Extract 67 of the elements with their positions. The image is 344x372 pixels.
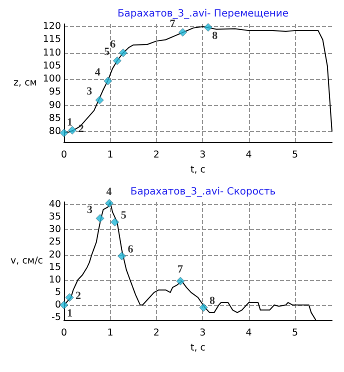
- chart-title: Барахатов_3_.avi- Перемещение: [117, 8, 289, 20]
- x-tick-label: 2: [153, 328, 160, 339]
- annotation: 5: [104, 46, 110, 58]
- point: [105, 199, 114, 208]
- annotation: 1: [67, 308, 72, 320]
- x-tick-label: 5: [292, 328, 298, 339]
- point: [104, 76, 112, 86]
- y-tick-label: 35: [48, 212, 61, 223]
- annotation: 6: [128, 244, 134, 256]
- x-tick-label: 2: [153, 150, 160, 161]
- y-tick-label: 0: [54, 300, 61, 311]
- x-tick-label: 3: [200, 150, 206, 161]
- point: [204, 23, 212, 32]
- y-tick-label: 105: [42, 60, 61, 72]
- point: [95, 96, 104, 104]
- y-tick-label: 115: [42, 34, 61, 46]
- annotation: 3: [86, 86, 93, 98]
- x-tick-label: 4: [246, 328, 252, 339]
- point: [176, 276, 185, 286]
- y-tick-label: 120: [42, 21, 61, 32]
- y-tick-label: 25: [48, 236, 61, 248]
- annotation: 4: [106, 186, 112, 198]
- x-tick-label: 4: [246, 150, 252, 161]
- y-axis-title: v, см/с: [10, 256, 44, 267]
- y-tick-label: 20: [48, 249, 61, 260]
- y-tick-label: 30: [48, 224, 61, 236]
- y-tick-label: 95: [48, 86, 61, 98]
- y-tick-label: 90: [48, 100, 61, 111]
- y-tick-label: 15: [48, 262, 61, 273]
- x-tick-label: 1: [107, 150, 114, 161]
- point: [110, 218, 120, 226]
- chart-title: Барахатов_3_.avi- Скорость: [130, 186, 276, 198]
- point: [199, 303, 208, 312]
- y-axis-title: z, см: [14, 78, 37, 89]
- point: [60, 300, 68, 310]
- point: [68, 126, 77, 135]
- x-axis-title: t, c: [190, 342, 206, 354]
- y-tick-label: 110: [42, 47, 61, 58]
- annotation: 2: [76, 290, 82, 302]
- point: [60, 128, 68, 138]
- x-tick-label: 5: [292, 150, 298, 161]
- point: [65, 293, 74, 302]
- x-tick-label: 3: [200, 328, 206, 339]
- point: [178, 28, 187, 37]
- annotation: 6: [110, 38, 116, 50]
- annotation: 2: [78, 122, 84, 135]
- annotation: 5: [120, 210, 127, 222]
- point: [96, 214, 104, 223]
- y-tick-label: 100: [42, 74, 61, 85]
- x-tick-label: 1: [107, 328, 114, 339]
- annotation: 4: [94, 66, 101, 78]
- y-tick-label: 40: [48, 199, 61, 210]
- point: [118, 252, 126, 260]
- point: [112, 56, 122, 65]
- annotation: 8: [212, 30, 218, 42]
- y-tick-label: 5: [54, 286, 61, 298]
- point: [118, 48, 128, 58]
- annotation: 7: [177, 264, 184, 276]
- annotation: 1: [67, 116, 72, 128]
- y-tick-label: 80: [48, 126, 61, 138]
- x-axis-title: t, c: [190, 164, 206, 176]
- annotation: 3: [87, 204, 94, 216]
- annotation: 7: [170, 18, 176, 30]
- y-tick-label: 10: [48, 274, 61, 286]
- y-tick-label: -5: [52, 312, 61, 324]
- y-tick-label: 85: [48, 112, 61, 124]
- annotation: 8: [210, 295, 216, 308]
